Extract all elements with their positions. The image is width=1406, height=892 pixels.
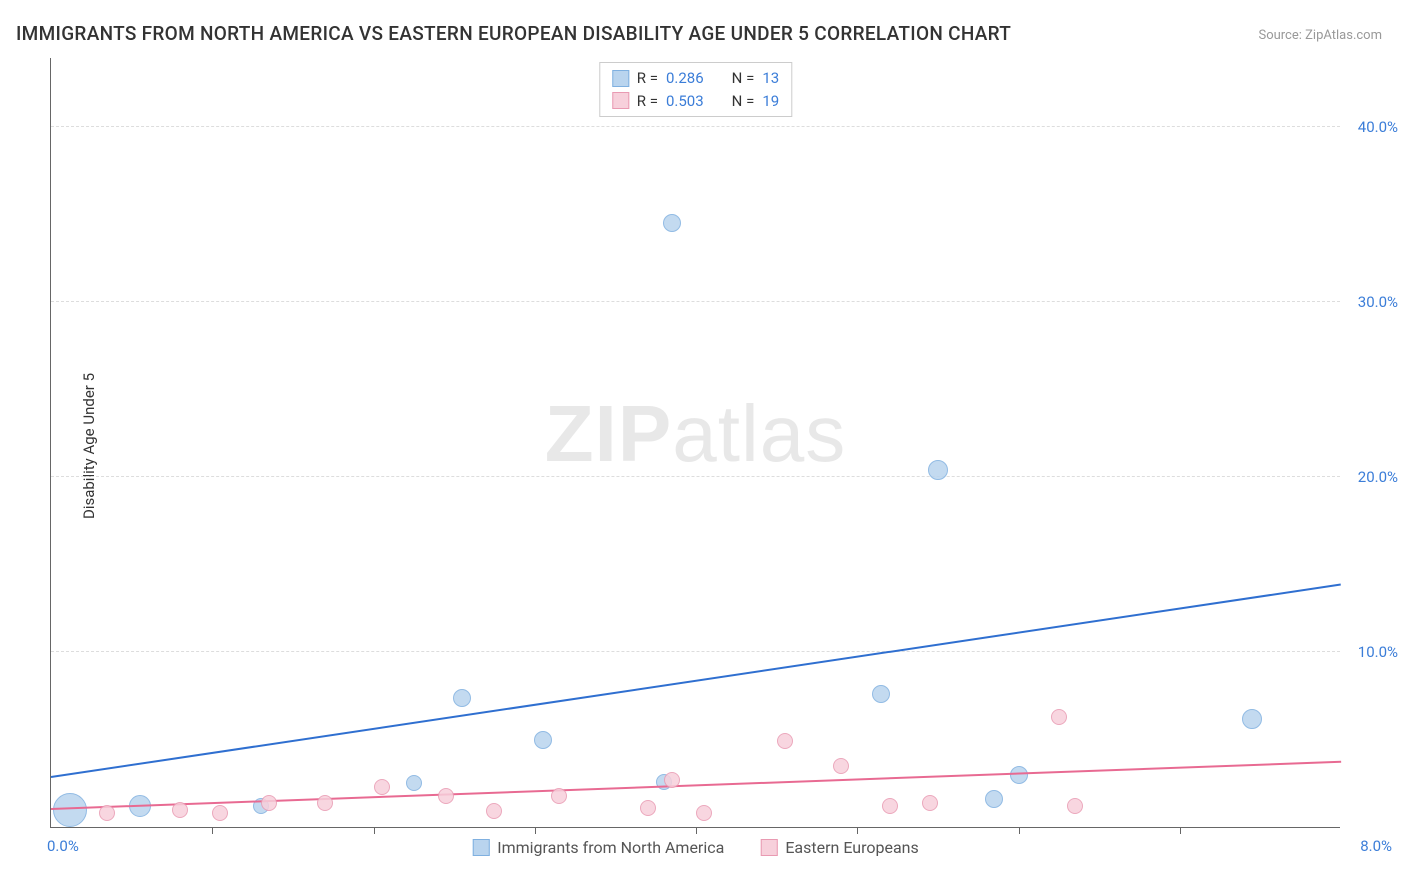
legend-r-label: R = xyxy=(637,90,658,113)
data-point-ee xyxy=(664,772,680,788)
data-point-na xyxy=(406,775,422,791)
data-point-na xyxy=(985,790,1003,808)
legend-row-ee: R = 0.503 N = 19 xyxy=(612,90,779,113)
x-tick xyxy=(696,827,697,834)
data-point-ee xyxy=(374,779,390,795)
legend-r-value: 0.503 xyxy=(666,90,704,113)
y-tick-label: 20.0% xyxy=(1358,468,1398,486)
gridline xyxy=(51,651,1340,652)
legend-swatch-icon xyxy=(472,839,489,856)
data-point-na xyxy=(453,689,471,707)
data-point-ee xyxy=(640,800,656,816)
series-legend: Immigrants from North America Eastern Eur… xyxy=(472,838,919,857)
data-point-na xyxy=(534,731,552,749)
data-point-na xyxy=(872,685,890,703)
data-point-ee xyxy=(438,788,454,804)
data-point-ee xyxy=(486,803,502,819)
data-point-ee xyxy=(1067,798,1083,814)
x-tick xyxy=(212,827,213,834)
correlation-legend: R = 0.286 N = 13 R = 0.503 N = 19 xyxy=(599,62,792,117)
data-point-ee xyxy=(172,802,188,818)
legend-row-na: R = 0.286 N = 13 xyxy=(612,67,779,90)
x-tick xyxy=(857,827,858,834)
gridline xyxy=(51,126,1340,127)
y-tick-label: 30.0% xyxy=(1358,293,1398,311)
x-tick xyxy=(1180,827,1181,834)
gridline xyxy=(51,301,1340,302)
data-point-ee xyxy=(317,795,333,811)
data-point-na xyxy=(1242,709,1262,729)
data-point-ee xyxy=(777,733,793,749)
source-label: Source: ZipAtlas.com xyxy=(1258,28,1382,43)
bottom-legend-item-ee: Eastern Europeans xyxy=(760,838,918,857)
legend-n-label: N = xyxy=(732,90,755,113)
legend-swatch-icon xyxy=(612,92,629,109)
trendline-ee xyxy=(51,760,1341,809)
watermark-bold: ZIP xyxy=(545,388,672,477)
legend-swatch-icon xyxy=(612,70,629,87)
data-point-ee xyxy=(99,805,115,821)
plot-area: ZIPatlas R =0.286N =13R =0.503N =19 0.0%… xyxy=(50,58,1340,828)
y-tick-label: 40.0% xyxy=(1358,118,1398,136)
x-tick xyxy=(535,827,536,834)
data-point-ee xyxy=(922,795,938,811)
watermark: ZIPatlas xyxy=(545,387,846,479)
data-point-na xyxy=(663,214,681,232)
x-axis-origin-label: 0.0% xyxy=(47,837,79,855)
data-point-ee xyxy=(696,805,712,821)
data-point-ee xyxy=(882,798,898,814)
legend-r-label: R = xyxy=(637,67,658,90)
legend-r-value: 0.286 xyxy=(666,67,704,90)
series-name: Eastern Europeans xyxy=(785,838,918,857)
series-name: Immigrants from North America xyxy=(497,838,724,857)
data-point-ee xyxy=(1051,709,1067,725)
gridline xyxy=(51,476,1340,477)
trendline-na xyxy=(51,584,1341,778)
bottom-legend-item-na: Immigrants from North America xyxy=(472,838,724,857)
x-axis-end-label: 8.0% xyxy=(1360,837,1392,855)
legend-n-value: 13 xyxy=(762,67,779,90)
legend-n-label: N = xyxy=(732,67,755,90)
data-point-ee xyxy=(551,788,567,804)
x-tick xyxy=(374,827,375,834)
chart-title: IMMIGRANTS FROM NORTH AMERICA VS EASTERN… xyxy=(16,22,1011,45)
legend-swatch-icon xyxy=(760,839,777,856)
data-point-na xyxy=(928,460,948,480)
watermark-rest: atlas xyxy=(672,388,846,477)
data-point-ee xyxy=(833,758,849,774)
x-tick xyxy=(1019,827,1020,834)
data-point-ee xyxy=(212,805,228,821)
legend-n-value: 19 xyxy=(762,90,779,113)
y-tick-label: 10.0% xyxy=(1358,643,1398,661)
data-point-ee xyxy=(261,795,277,811)
